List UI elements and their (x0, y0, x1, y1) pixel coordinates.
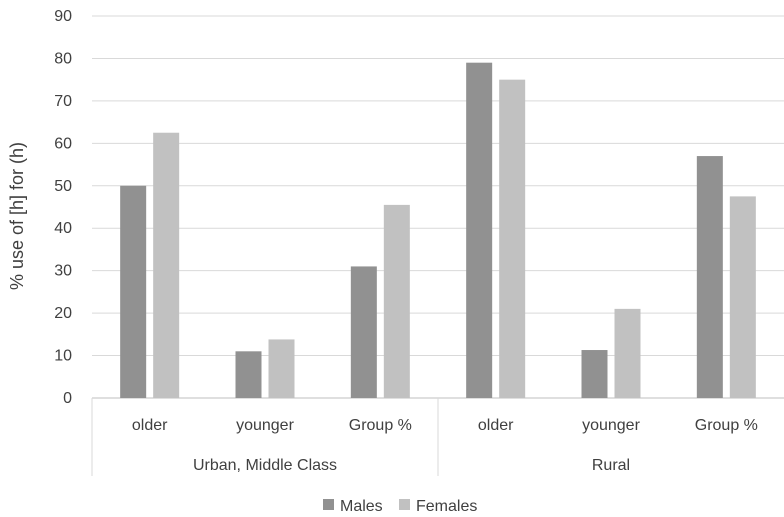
y-tick-label: 0 (63, 390, 72, 407)
bar-females (153, 132, 180, 398)
bar-males (696, 156, 723, 398)
y-axis-ticks: 0 10 20 30 40 50 60 70 80 90 (54, 8, 72, 407)
bar-females (614, 308, 641, 398)
y-tick-label: 20 (54, 305, 72, 322)
bar-males (235, 351, 262, 398)
x-axis: older younger Group % Urban, Middle Class ol… (91, 398, 758, 476)
y-tick-label: 90 (54, 8, 72, 25)
y-tick-label: 80 (54, 50, 72, 67)
bar-males (120, 185, 147, 398)
bar-males (581, 350, 608, 398)
x-category-label: older (132, 417, 168, 434)
x-category-label: Group % (695, 417, 758, 434)
legend-swatch-females (399, 499, 410, 510)
y-tick-label: 70 (54, 93, 72, 110)
bar-males (350, 266, 377, 398)
x-category-label: younger (236, 417, 294, 434)
bar-males (466, 62, 493, 398)
legend-label: Females (416, 498, 477, 515)
bar-females (729, 196, 756, 398)
legend-swatch-males (323, 499, 334, 510)
bars (120, 62, 756, 399)
x-category-label: Group % (349, 417, 412, 434)
x-category-label: younger (582, 417, 640, 434)
x-category-label: older (478, 417, 514, 434)
y-tick-label: 50 (54, 178, 72, 195)
y-tick-label: 10 (54, 348, 72, 365)
y-tick-label: 60 (54, 135, 72, 152)
bar-females (499, 79, 526, 399)
x-group-label: Urban, Middle Class (193, 457, 337, 474)
y-tick-label: 40 (54, 220, 72, 237)
bar-females (268, 339, 295, 398)
legend: Males Females (323, 498, 477, 515)
gridlines (92, 15, 784, 399)
y-tick-label: 30 (54, 263, 72, 280)
x-group-label: Rural (592, 457, 630, 474)
bar-females (383, 204, 410, 398)
y-axis-label: % use of [h] for (h) (7, 142, 27, 290)
legend-label: Males (340, 498, 383, 515)
